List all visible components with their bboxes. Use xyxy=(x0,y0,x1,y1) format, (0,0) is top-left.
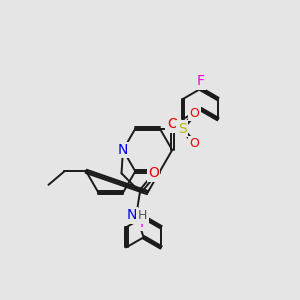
Text: O: O xyxy=(167,117,178,131)
Text: O: O xyxy=(148,167,159,180)
Text: O: O xyxy=(190,107,200,120)
Text: O: O xyxy=(190,137,200,150)
Text: S: S xyxy=(178,122,186,136)
Text: N: N xyxy=(118,143,128,157)
Text: H: H xyxy=(138,209,147,222)
Text: F: F xyxy=(140,216,148,230)
Text: F: F xyxy=(196,74,205,88)
Text: N: N xyxy=(127,208,137,222)
